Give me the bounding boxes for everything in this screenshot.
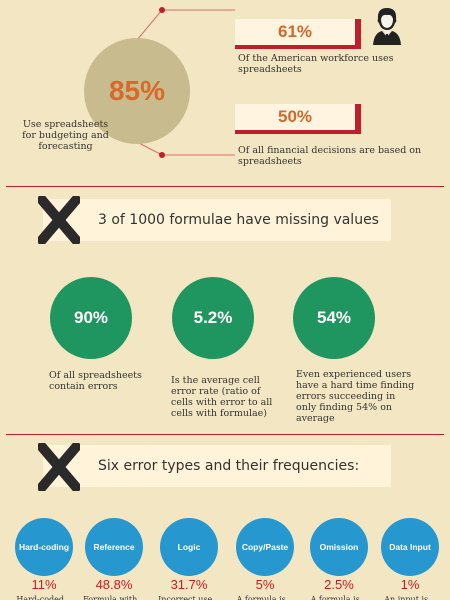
budget-stat-value: 85% <box>108 75 166 106</box>
finding-rate-value: 54% <box>316 308 352 327</box>
error-types-banner: Six error types and their frequencies: <box>43 445 391 487</box>
error-type-copy-paste: Copy/Paste <box>236 518 294 576</box>
budget-stat-circle: 85% <box>84 38 190 144</box>
workforce-stat-caption: Of the American workforce uses spreadshe… <box>238 53 394 75</box>
error-type-logic: Logic <box>160 518 218 576</box>
x-mark-icon <box>38 443 80 491</box>
error-type-hard-coding: Hard-coding <box>15 518 73 576</box>
error-rate-circle: 5.2% <box>172 277 254 359</box>
error-type-description: A formula is... <box>310 595 368 600</box>
error-type-percent: 48.8% <box>95 577 133 592</box>
finding-rate-caption: Even experienced users have a hard time … <box>296 369 415 424</box>
businessman-icon <box>373 8 401 45</box>
error-type-label: Reference <box>93 542 135 552</box>
error-type-percent: 31.7% <box>170 577 208 592</box>
error-type-description: Hard-coded... <box>16 595 72 600</box>
workforce-stat-box: 61% <box>235 19 361 49</box>
section-divider <box>6 186 444 187</box>
error-types-heading: Six error types and their frequencies: <box>98 458 360 474</box>
error-type-reference: Reference <box>85 518 143 576</box>
error-type-data-input: Data Input <box>381 518 439 576</box>
error-type-label: Omission <box>319 542 359 552</box>
error-type-omission: Omission <box>310 518 368 576</box>
error-type-percent: 2.5% <box>324 577 354 592</box>
error-rate-caption: Is the average cell error rate (ratio of… <box>171 375 273 419</box>
missing-values-heading: 3 of 1000 formulae have missing values <box>98 212 379 228</box>
budget-stat-caption: Use spreadsheets for budgeting and forec… <box>22 119 109 152</box>
error-type-label: Copy/Paste <box>241 542 289 552</box>
error-type-description: A formula is... <box>236 595 294 600</box>
error-type-label: Hard-coding <box>18 542 70 552</box>
error-stat-caption: Of all spreadsheets contain errors <box>49 370 142 392</box>
section-divider <box>6 434 444 435</box>
error-stat-value: 90% <box>73 308 109 327</box>
error-type-percent: 1% <box>400 577 420 592</box>
workforce-stat-value: 61% <box>277 22 313 41</box>
error-type-description: Incorrect use... <box>158 595 220 600</box>
error-type-percent: 11% <box>31 577 57 592</box>
error-stat-circle: 90% <box>50 277 132 359</box>
error-type-label: Logic <box>177 542 201 552</box>
decisions-stat-caption: Of all financial decisions are based on … <box>238 145 422 167</box>
finding-rate-circle: 54% <box>293 277 375 359</box>
missing-values-banner: 3 of 1000 formulae have missing values <box>43 199 391 241</box>
error-type-description: An input is... <box>384 595 436 600</box>
error-type-label: Data Input <box>389 542 431 552</box>
connector-lines <box>136 7 235 158</box>
error-type-percent: 5% <box>255 577 275 592</box>
x-mark-icon <box>38 196 80 244</box>
error-type-description: Formula with... <box>83 595 145 600</box>
decisions-stat-box: 50% <box>235 104 361 134</box>
decisions-stat-value: 50% <box>277 107 313 126</box>
error-rate-value: 5.2% <box>193 308 233 327</box>
